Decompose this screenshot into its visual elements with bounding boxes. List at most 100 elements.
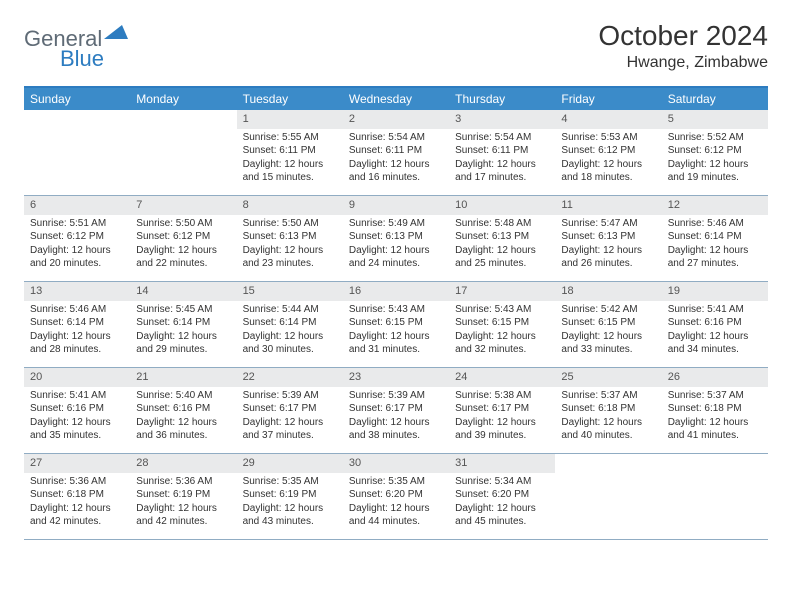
daylight-line: Daylight: 12 hours and 19 minutes. bbox=[668, 158, 762, 185]
sunrise-line: Sunrise: 5:39 AM bbox=[243, 389, 337, 403]
sunrise-line: Sunrise: 5:43 AM bbox=[349, 303, 443, 317]
day-body: Sunrise: 5:41 AMSunset: 6:16 PMDaylight:… bbox=[24, 387, 130, 447]
sunrise-line: Sunrise: 5:51 AM bbox=[30, 217, 124, 231]
daylight-line: Daylight: 12 hours and 18 minutes. bbox=[561, 158, 655, 185]
sunrise-line: Sunrise: 5:49 AM bbox=[349, 217, 443, 231]
weekday-header: Friday bbox=[555, 88, 661, 110]
sunset-line: Sunset: 6:16 PM bbox=[30, 402, 124, 416]
day-number: 23 bbox=[343, 368, 449, 387]
sunrise-line: Sunrise: 5:54 AM bbox=[455, 131, 549, 145]
daylight-line: Daylight: 12 hours and 41 minutes. bbox=[668, 416, 762, 443]
daylight-line: Daylight: 12 hours and 24 minutes. bbox=[349, 244, 443, 271]
sunrise-line: Sunrise: 5:48 AM bbox=[455, 217, 549, 231]
daylight-line: Daylight: 12 hours and 26 minutes. bbox=[561, 244, 655, 271]
day-body: Sunrise: 5:49 AMSunset: 6:13 PMDaylight:… bbox=[343, 215, 449, 275]
day-body: Sunrise: 5:51 AMSunset: 6:12 PMDaylight:… bbox=[24, 215, 130, 275]
daylight-line: Daylight: 12 hours and 39 minutes. bbox=[455, 416, 549, 443]
day-number: 7 bbox=[130, 196, 236, 215]
daylight-line: Daylight: 12 hours and 32 minutes. bbox=[455, 330, 549, 357]
sunrise-line: Sunrise: 5:52 AM bbox=[668, 131, 762, 145]
day-number: 4 bbox=[555, 110, 661, 129]
sunset-line: Sunset: 6:13 PM bbox=[243, 230, 337, 244]
day-cell: 25Sunrise: 5:37 AMSunset: 6:18 PMDayligh… bbox=[555, 368, 661, 454]
daylight-line: Daylight: 12 hours and 35 minutes. bbox=[30, 416, 124, 443]
sunset-line: Sunset: 6:13 PM bbox=[349, 230, 443, 244]
title-block: October 2024 Hwange, Zimbabwe bbox=[598, 20, 768, 72]
sunrise-line: Sunrise: 5:46 AM bbox=[30, 303, 124, 317]
sunset-line: Sunset: 6:16 PM bbox=[136, 402, 230, 416]
weekday-header: Wednesday bbox=[343, 88, 449, 110]
day-cell: 15Sunrise: 5:44 AMSunset: 6:14 PMDayligh… bbox=[237, 282, 343, 368]
sunset-line: Sunset: 6:18 PM bbox=[561, 402, 655, 416]
day-cell: 13Sunrise: 5:46 AMSunset: 6:14 PMDayligh… bbox=[24, 282, 130, 368]
sunset-line: Sunset: 6:12 PM bbox=[668, 144, 762, 158]
day-cell: 21Sunrise: 5:40 AMSunset: 6:16 PMDayligh… bbox=[130, 368, 236, 454]
day-body: Sunrise: 5:36 AMSunset: 6:18 PMDaylight:… bbox=[24, 473, 130, 533]
sunrise-line: Sunrise: 5:36 AM bbox=[30, 475, 124, 489]
day-cell: 17Sunrise: 5:43 AMSunset: 6:15 PMDayligh… bbox=[449, 282, 555, 368]
day-body: Sunrise: 5:40 AMSunset: 6:16 PMDaylight:… bbox=[130, 387, 236, 447]
day-number: 13 bbox=[24, 282, 130, 301]
day-number: 20 bbox=[24, 368, 130, 387]
day-body: Sunrise: 5:46 AMSunset: 6:14 PMDaylight:… bbox=[24, 301, 130, 361]
day-body: Sunrise: 5:48 AMSunset: 6:13 PMDaylight:… bbox=[449, 215, 555, 275]
day-body: Sunrise: 5:55 AMSunset: 6:11 PMDaylight:… bbox=[237, 129, 343, 189]
sunset-line: Sunset: 6:19 PM bbox=[243, 488, 337, 502]
sunset-line: Sunset: 6:12 PM bbox=[561, 144, 655, 158]
day-cell: 4Sunrise: 5:53 AMSunset: 6:12 PMDaylight… bbox=[555, 110, 661, 196]
sunrise-line: Sunrise: 5:34 AM bbox=[455, 475, 549, 489]
daylight-line: Daylight: 12 hours and 16 minutes. bbox=[349, 158, 443, 185]
day-body: Sunrise: 5:35 AMSunset: 6:20 PMDaylight:… bbox=[343, 473, 449, 533]
weekday-header: Thursday bbox=[449, 88, 555, 110]
sunset-line: Sunset: 6:18 PM bbox=[668, 402, 762, 416]
sunrise-line: Sunrise: 5:36 AM bbox=[136, 475, 230, 489]
day-number: 11 bbox=[555, 196, 661, 215]
day-cell: 7Sunrise: 5:50 AMSunset: 6:12 PMDaylight… bbox=[130, 196, 236, 282]
day-body: Sunrise: 5:34 AMSunset: 6:20 PMDaylight:… bbox=[449, 473, 555, 533]
sunset-line: Sunset: 6:15 PM bbox=[349, 316, 443, 330]
empty-cell bbox=[555, 454, 661, 540]
sunrise-line: Sunrise: 5:39 AM bbox=[349, 389, 443, 403]
daylight-line: Daylight: 12 hours and 30 minutes. bbox=[243, 330, 337, 357]
day-body: Sunrise: 5:37 AMSunset: 6:18 PMDaylight:… bbox=[662, 387, 768, 447]
weekday-header: Saturday bbox=[662, 88, 768, 110]
sunrise-line: Sunrise: 5:35 AM bbox=[243, 475, 337, 489]
day-number: 16 bbox=[343, 282, 449, 301]
day-number: 27 bbox=[24, 454, 130, 473]
day-number: 1 bbox=[237, 110, 343, 129]
daylight-line: Daylight: 12 hours and 17 minutes. bbox=[455, 158, 549, 185]
day-body: Sunrise: 5:50 AMSunset: 6:13 PMDaylight:… bbox=[237, 215, 343, 275]
sunset-line: Sunset: 6:14 PM bbox=[668, 230, 762, 244]
day-cell: 5Sunrise: 5:52 AMSunset: 6:12 PMDaylight… bbox=[662, 110, 768, 196]
day-cell: 26Sunrise: 5:37 AMSunset: 6:18 PMDayligh… bbox=[662, 368, 768, 454]
daylight-line: Daylight: 12 hours and 27 minutes. bbox=[668, 244, 762, 271]
day-number: 12 bbox=[662, 196, 768, 215]
daylight-line: Daylight: 12 hours and 43 minutes. bbox=[243, 502, 337, 529]
sunset-line: Sunset: 6:11 PM bbox=[349, 144, 443, 158]
sunrise-line: Sunrise: 5:50 AM bbox=[136, 217, 230, 231]
sunrise-line: Sunrise: 5:50 AM bbox=[243, 217, 337, 231]
day-body: Sunrise: 5:47 AMSunset: 6:13 PMDaylight:… bbox=[555, 215, 661, 275]
sunrise-line: Sunrise: 5:55 AM bbox=[243, 131, 337, 145]
day-cell: 1Sunrise: 5:55 AMSunset: 6:11 PMDaylight… bbox=[237, 110, 343, 196]
day-number: 22 bbox=[237, 368, 343, 387]
daylight-line: Daylight: 12 hours and 31 minutes. bbox=[349, 330, 443, 357]
sunset-line: Sunset: 6:20 PM bbox=[349, 488, 443, 502]
day-cell: 24Sunrise: 5:38 AMSunset: 6:17 PMDayligh… bbox=[449, 368, 555, 454]
day-body: Sunrise: 5:53 AMSunset: 6:12 PMDaylight:… bbox=[555, 129, 661, 189]
empty-cell bbox=[130, 110, 236, 196]
sunrise-line: Sunrise: 5:47 AM bbox=[561, 217, 655, 231]
day-number: 14 bbox=[130, 282, 236, 301]
weekday-header: Tuesday bbox=[237, 88, 343, 110]
day-body: Sunrise: 5:38 AMSunset: 6:17 PMDaylight:… bbox=[449, 387, 555, 447]
day-number: 24 bbox=[449, 368, 555, 387]
day-number: 18 bbox=[555, 282, 661, 301]
day-number: 19 bbox=[662, 282, 768, 301]
empty-cell bbox=[24, 110, 130, 196]
day-body: Sunrise: 5:39 AMSunset: 6:17 PMDaylight:… bbox=[343, 387, 449, 447]
day-cell: 30Sunrise: 5:35 AMSunset: 6:20 PMDayligh… bbox=[343, 454, 449, 540]
daylight-line: Daylight: 12 hours and 29 minutes. bbox=[136, 330, 230, 357]
sunset-line: Sunset: 6:18 PM bbox=[30, 488, 124, 502]
sunset-line: Sunset: 6:15 PM bbox=[561, 316, 655, 330]
day-body: Sunrise: 5:43 AMSunset: 6:15 PMDaylight:… bbox=[343, 301, 449, 361]
